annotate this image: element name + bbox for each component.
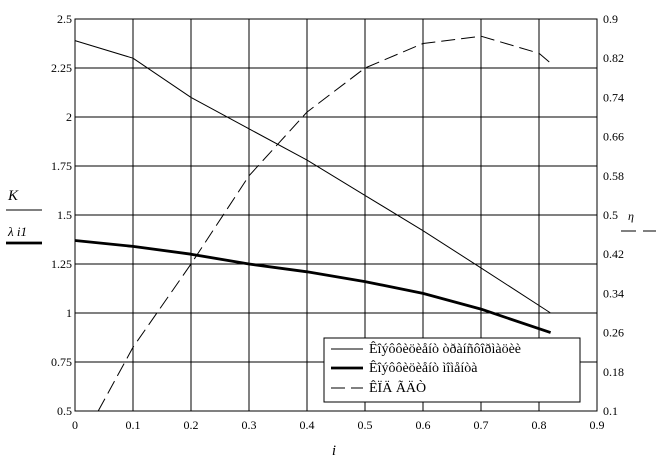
y-right-tick-label-2: 0.26 xyxy=(603,326,624,340)
legend: Êîýôôèöèåíò òðàíñôîðìàöèè Êîýôôèöèåíò ìî… xyxy=(323,337,581,403)
y-left-tick-labels: 0.5 0.75 1 1.25 1.5 1.75 2 2.25 2.5 xyxy=(51,12,72,418)
legend-label-0: Êîýôôèöèåíò òðàíñôîðìàöèè xyxy=(369,340,521,357)
y-right-tick-label-6: 0.58 xyxy=(603,169,624,183)
y-left-tick-label-6: 2 xyxy=(66,110,72,124)
x-tick-label-8: 0.8 xyxy=(532,418,547,432)
x-tick-labels: 0 0.1 0.2 0.3 0.4 0.5 0.6 0.7 0.8 0.9 xyxy=(72,418,605,432)
y-right-tick-label-9: 0.82 xyxy=(603,51,624,65)
y-left-tick-label-3: 1.25 xyxy=(51,257,72,271)
x-tick-label-1: 0.1 xyxy=(126,418,141,432)
y-left-axis-label: K λ i1 xyxy=(6,188,42,245)
y-right-tick-label-7: 0.66 xyxy=(603,130,624,144)
legend-box xyxy=(323,337,581,403)
y-right-tick-labels: 0.1 0.18 0.26 0.34 0.42 0.5 0.58 0.66 0.74 0.82 0.… xyxy=(603,12,624,418)
y-right-tick-label-0: 0.1 xyxy=(603,404,618,418)
y-right-tick-label-1: 0.18 xyxy=(603,365,624,379)
y-right-tick-label-4: 0.42 xyxy=(603,247,624,261)
y-left-tick-label-1: 0.75 xyxy=(51,355,72,369)
series-line-0 xyxy=(74,40,551,314)
series-lines xyxy=(74,35,552,412)
y-left-tick-label-0: 0.5 xyxy=(57,404,72,418)
x-tick-label-4: 0.4 xyxy=(300,418,315,432)
y-right-tick-label-10: 0.9 xyxy=(603,12,618,26)
y-left-tick-label-2: 1 xyxy=(66,306,72,320)
y-left-tick-label-4: 1.5 xyxy=(57,208,72,222)
x-tick-label-9: 0.9 xyxy=(590,418,605,432)
y-left-label-sub: λ i1 xyxy=(7,224,27,239)
y-left-tick-label-5: 1.75 xyxy=(51,159,72,173)
y-right-tick-label-3: 0.34 xyxy=(603,286,624,300)
y-right-tick-label-5: 0.5 xyxy=(603,208,618,222)
x-tick-label-0: 0 xyxy=(72,418,78,432)
series-line-2 xyxy=(97,35,551,412)
y-right-label-text: η xyxy=(628,209,634,223)
y-left-tick-label-7: 2.25 xyxy=(51,61,72,75)
x-tick-label-2: 0.2 xyxy=(184,418,199,432)
x-tick-label-5: 0.5 xyxy=(358,418,373,432)
plot-frame xyxy=(74,18,598,412)
x-axis-label: i xyxy=(332,443,336,459)
x-tick-label-6: 0.6 xyxy=(416,418,431,432)
y-right-tick-label-8: 0.74 xyxy=(603,90,624,104)
series-line-1 xyxy=(74,239,552,334)
y-left-tick-label-8: 2.5 xyxy=(57,12,72,26)
x-tick-label-3: 0.3 xyxy=(242,418,257,432)
legend-label-1: Êîýôôèöèåíò ìîìåíòà xyxy=(369,359,478,376)
legend-label-2: ÊÏÄ ÃÄÒ xyxy=(369,379,426,396)
x-tick-label-7: 0.7 xyxy=(474,418,489,432)
y-right-axis-label: η xyxy=(621,209,656,232)
y-left-label-main: K xyxy=(7,188,19,204)
